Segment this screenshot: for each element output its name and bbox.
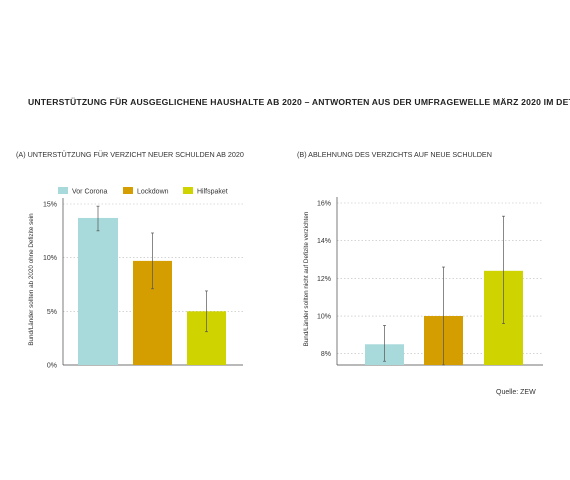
b-ytick-label-1: 10% — [317, 314, 331, 321]
main-title: UNTERSTÜTZUNG FÜR AUSGEGLICHENE HAUSHALT… — [28, 97, 570, 107]
legend-swatch-hilfspaket — [183, 187, 193, 194]
legend-label-hilfspaket: Hilfspaket — [197, 189, 228, 196]
panel-a-title: (A) UNTERSTÜTZUNG FÜR VERZICHT NEUER SCH… — [16, 150, 244, 159]
legend-label-vor-corona: Vor Corona — [72, 189, 108, 196]
b-y-axis-label: Bund/Länder sollten nicht auf Defizite v… — [303, 211, 310, 346]
b-ytick-label-3: 14% — [317, 238, 331, 245]
legend-swatch-vor-corona — [58, 187, 68, 194]
a-y-axis-label: Bund/Länder sollten ab 2020 ohne Defizit… — [28, 213, 35, 346]
a-bar-vor-corona — [78, 217, 118, 365]
legend-label-lockdown: Lockdown — [137, 189, 169, 196]
a-ytick-label-2: 10% — [43, 255, 57, 262]
legend-swatch-lockdown — [123, 187, 133, 194]
a-ytick-label-3: 15% — [43, 202, 57, 209]
a-ytick-label-1: 5% — [47, 309, 57, 316]
b-ytick-label-0: 8% — [321, 351, 331, 358]
a-ytick-label-0: 0% — [47, 363, 57, 370]
b-ytick-label-4: 16% — [317, 201, 331, 208]
panel-b-title: (B) ABLEHNUNG DES VERZICHTS AUF NEUE SCH… — [297, 150, 492, 159]
source-note: Quelle: ZEW — [496, 389, 536, 396]
b-ytick-label-2: 12% — [317, 276, 331, 283]
